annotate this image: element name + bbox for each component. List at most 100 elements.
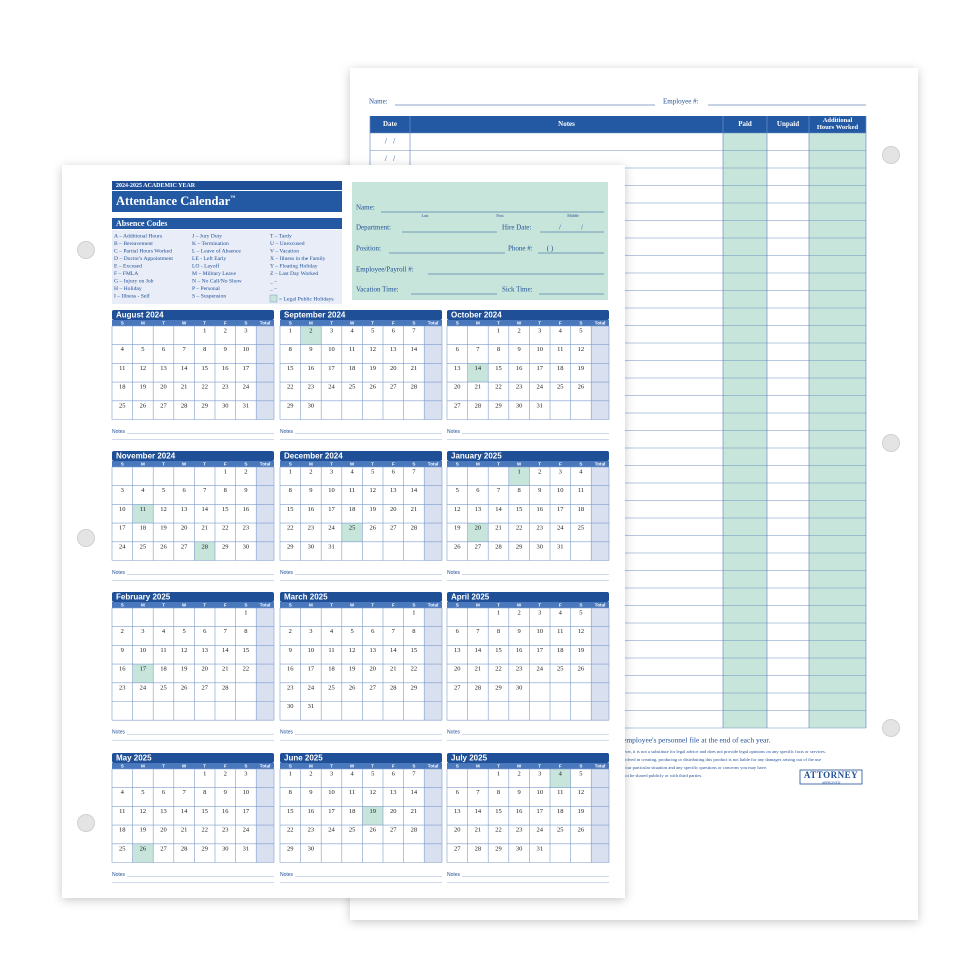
weekday-bar bbox=[280, 320, 442, 326]
day-number: 6 bbox=[456, 346, 460, 353]
weekday: Total bbox=[595, 763, 606, 768]
weekday: T bbox=[497, 763, 500, 768]
day-number: 19 bbox=[578, 365, 585, 372]
weekday: T bbox=[538, 461, 541, 466]
day-number: 16 bbox=[516, 365, 523, 372]
absence-code: T – Tardy bbox=[270, 233, 292, 239]
day-number: 9 bbox=[224, 789, 227, 796]
day-number: 28 bbox=[181, 402, 188, 409]
day-number: 11 bbox=[140, 506, 146, 513]
day-number: 15 bbox=[411, 647, 418, 654]
day-number: 16 bbox=[287, 666, 294, 673]
day-number: 25 bbox=[349, 827, 356, 834]
day-number: 29 bbox=[495, 402, 502, 409]
day-number: 4 bbox=[162, 628, 166, 635]
day-number: 23 bbox=[516, 666, 523, 673]
day-number: 21 bbox=[181, 827, 188, 834]
day-number: 21 bbox=[201, 525, 208, 532]
day-number: 5 bbox=[579, 609, 582, 616]
absence-code: C – Partial Hours Worked bbox=[114, 248, 172, 254]
day-number: 19 bbox=[349, 666, 356, 673]
month-name: May 2025 bbox=[116, 754, 152, 763]
notes-label: Notes bbox=[112, 872, 126, 878]
field-label: Sick Time: bbox=[502, 286, 533, 294]
day-number: 3 bbox=[330, 327, 333, 334]
day-number: 9 bbox=[309, 346, 312, 353]
weekday: T bbox=[538, 320, 541, 325]
day-number: 28 bbox=[475, 402, 482, 409]
weekday: T bbox=[162, 461, 165, 466]
day-number: 29 bbox=[201, 845, 208, 852]
day-number: 20 bbox=[475, 525, 482, 532]
day-number: 6 bbox=[392, 770, 396, 777]
weekday: Total bbox=[428, 602, 439, 607]
weekday: S bbox=[456, 320, 459, 325]
day-number: 5 bbox=[350, 628, 353, 635]
field-label: Employee/Payroll #: bbox=[356, 266, 414, 274]
weekday-bar bbox=[447, 461, 609, 467]
weekday: Total bbox=[428, 320, 439, 325]
weekday: T bbox=[497, 602, 500, 607]
weekday: S bbox=[289, 461, 292, 466]
title-bar bbox=[112, 191, 342, 212]
day-number: 20 bbox=[201, 666, 208, 673]
day-number: 2 bbox=[538, 468, 541, 475]
day-number: 31 bbox=[557, 543, 564, 550]
field-label: Phone #: bbox=[508, 245, 533, 253]
day-number: 29 bbox=[287, 543, 294, 550]
weekday: T bbox=[330, 461, 333, 466]
month-name: July 2025 bbox=[451, 754, 488, 763]
day-number: 4 bbox=[330, 628, 334, 635]
day-number: 27 bbox=[201, 684, 208, 691]
day-number: 20 bbox=[369, 666, 376, 673]
day-number: 6 bbox=[371, 628, 375, 635]
weekday: T bbox=[371, 320, 374, 325]
year: 2024-2025 ACADEMIC YEAR bbox=[116, 183, 196, 189]
day-number: 12 bbox=[454, 506, 461, 513]
day-number: 30 bbox=[536, 543, 543, 550]
day-number: 19 bbox=[578, 808, 585, 815]
weekday: M bbox=[141, 763, 145, 768]
day-number: 11 bbox=[557, 346, 563, 353]
day-number: 8 bbox=[412, 628, 415, 635]
day-number: 12 bbox=[160, 506, 167, 513]
weekday: Total bbox=[428, 461, 439, 466]
month-bar bbox=[280, 310, 442, 320]
weekday: F bbox=[224, 461, 227, 466]
day-number: 3 bbox=[244, 770, 247, 777]
absence-code: M – Military Leave bbox=[192, 271, 236, 277]
day-number: 24 bbox=[119, 543, 126, 550]
day-number: 1 bbox=[289, 770, 292, 777]
day-number: 18 bbox=[578, 506, 585, 513]
day-number: 30 bbox=[308, 845, 315, 852]
day-number: 8 bbox=[203, 346, 206, 353]
weekday: T bbox=[371, 602, 374, 607]
weekday: T bbox=[330, 763, 333, 768]
day-number: 17 bbox=[328, 808, 335, 815]
day-number: 27 bbox=[390, 384, 397, 391]
day-number: 3 bbox=[330, 770, 333, 777]
day-number: 17 bbox=[536, 365, 543, 372]
weekday: F bbox=[559, 602, 562, 607]
day-number: 10 bbox=[328, 346, 335, 353]
day-number: 28 bbox=[411, 827, 418, 834]
day-number: 27 bbox=[181, 543, 188, 550]
day-number: 16 bbox=[243, 506, 250, 513]
day-number: 16 bbox=[516, 808, 523, 815]
month-bar bbox=[280, 451, 442, 461]
codes-bar bbox=[112, 218, 342, 229]
weekday-bar bbox=[280, 461, 442, 467]
day-number: 10 bbox=[536, 346, 543, 353]
holiday-cell bbox=[132, 843, 154, 863]
day-number: 3 bbox=[538, 770, 541, 777]
month-name: September 2024 bbox=[284, 311, 346, 320]
day-number: 12 bbox=[578, 628, 585, 635]
day-number: 28 bbox=[181, 845, 188, 852]
day-number: 17 bbox=[308, 666, 315, 673]
day-number: 17 bbox=[119, 525, 126, 532]
day-number: 7 bbox=[476, 346, 480, 353]
day-number: 14 bbox=[411, 346, 418, 353]
day-number: 24 bbox=[557, 525, 564, 532]
day-number: 19 bbox=[369, 365, 376, 372]
day-number: 20 bbox=[390, 506, 397, 513]
